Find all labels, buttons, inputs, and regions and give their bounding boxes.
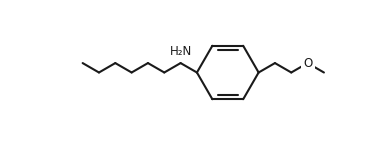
Text: O: O bbox=[303, 57, 312, 70]
Text: H₂N: H₂N bbox=[170, 45, 192, 58]
